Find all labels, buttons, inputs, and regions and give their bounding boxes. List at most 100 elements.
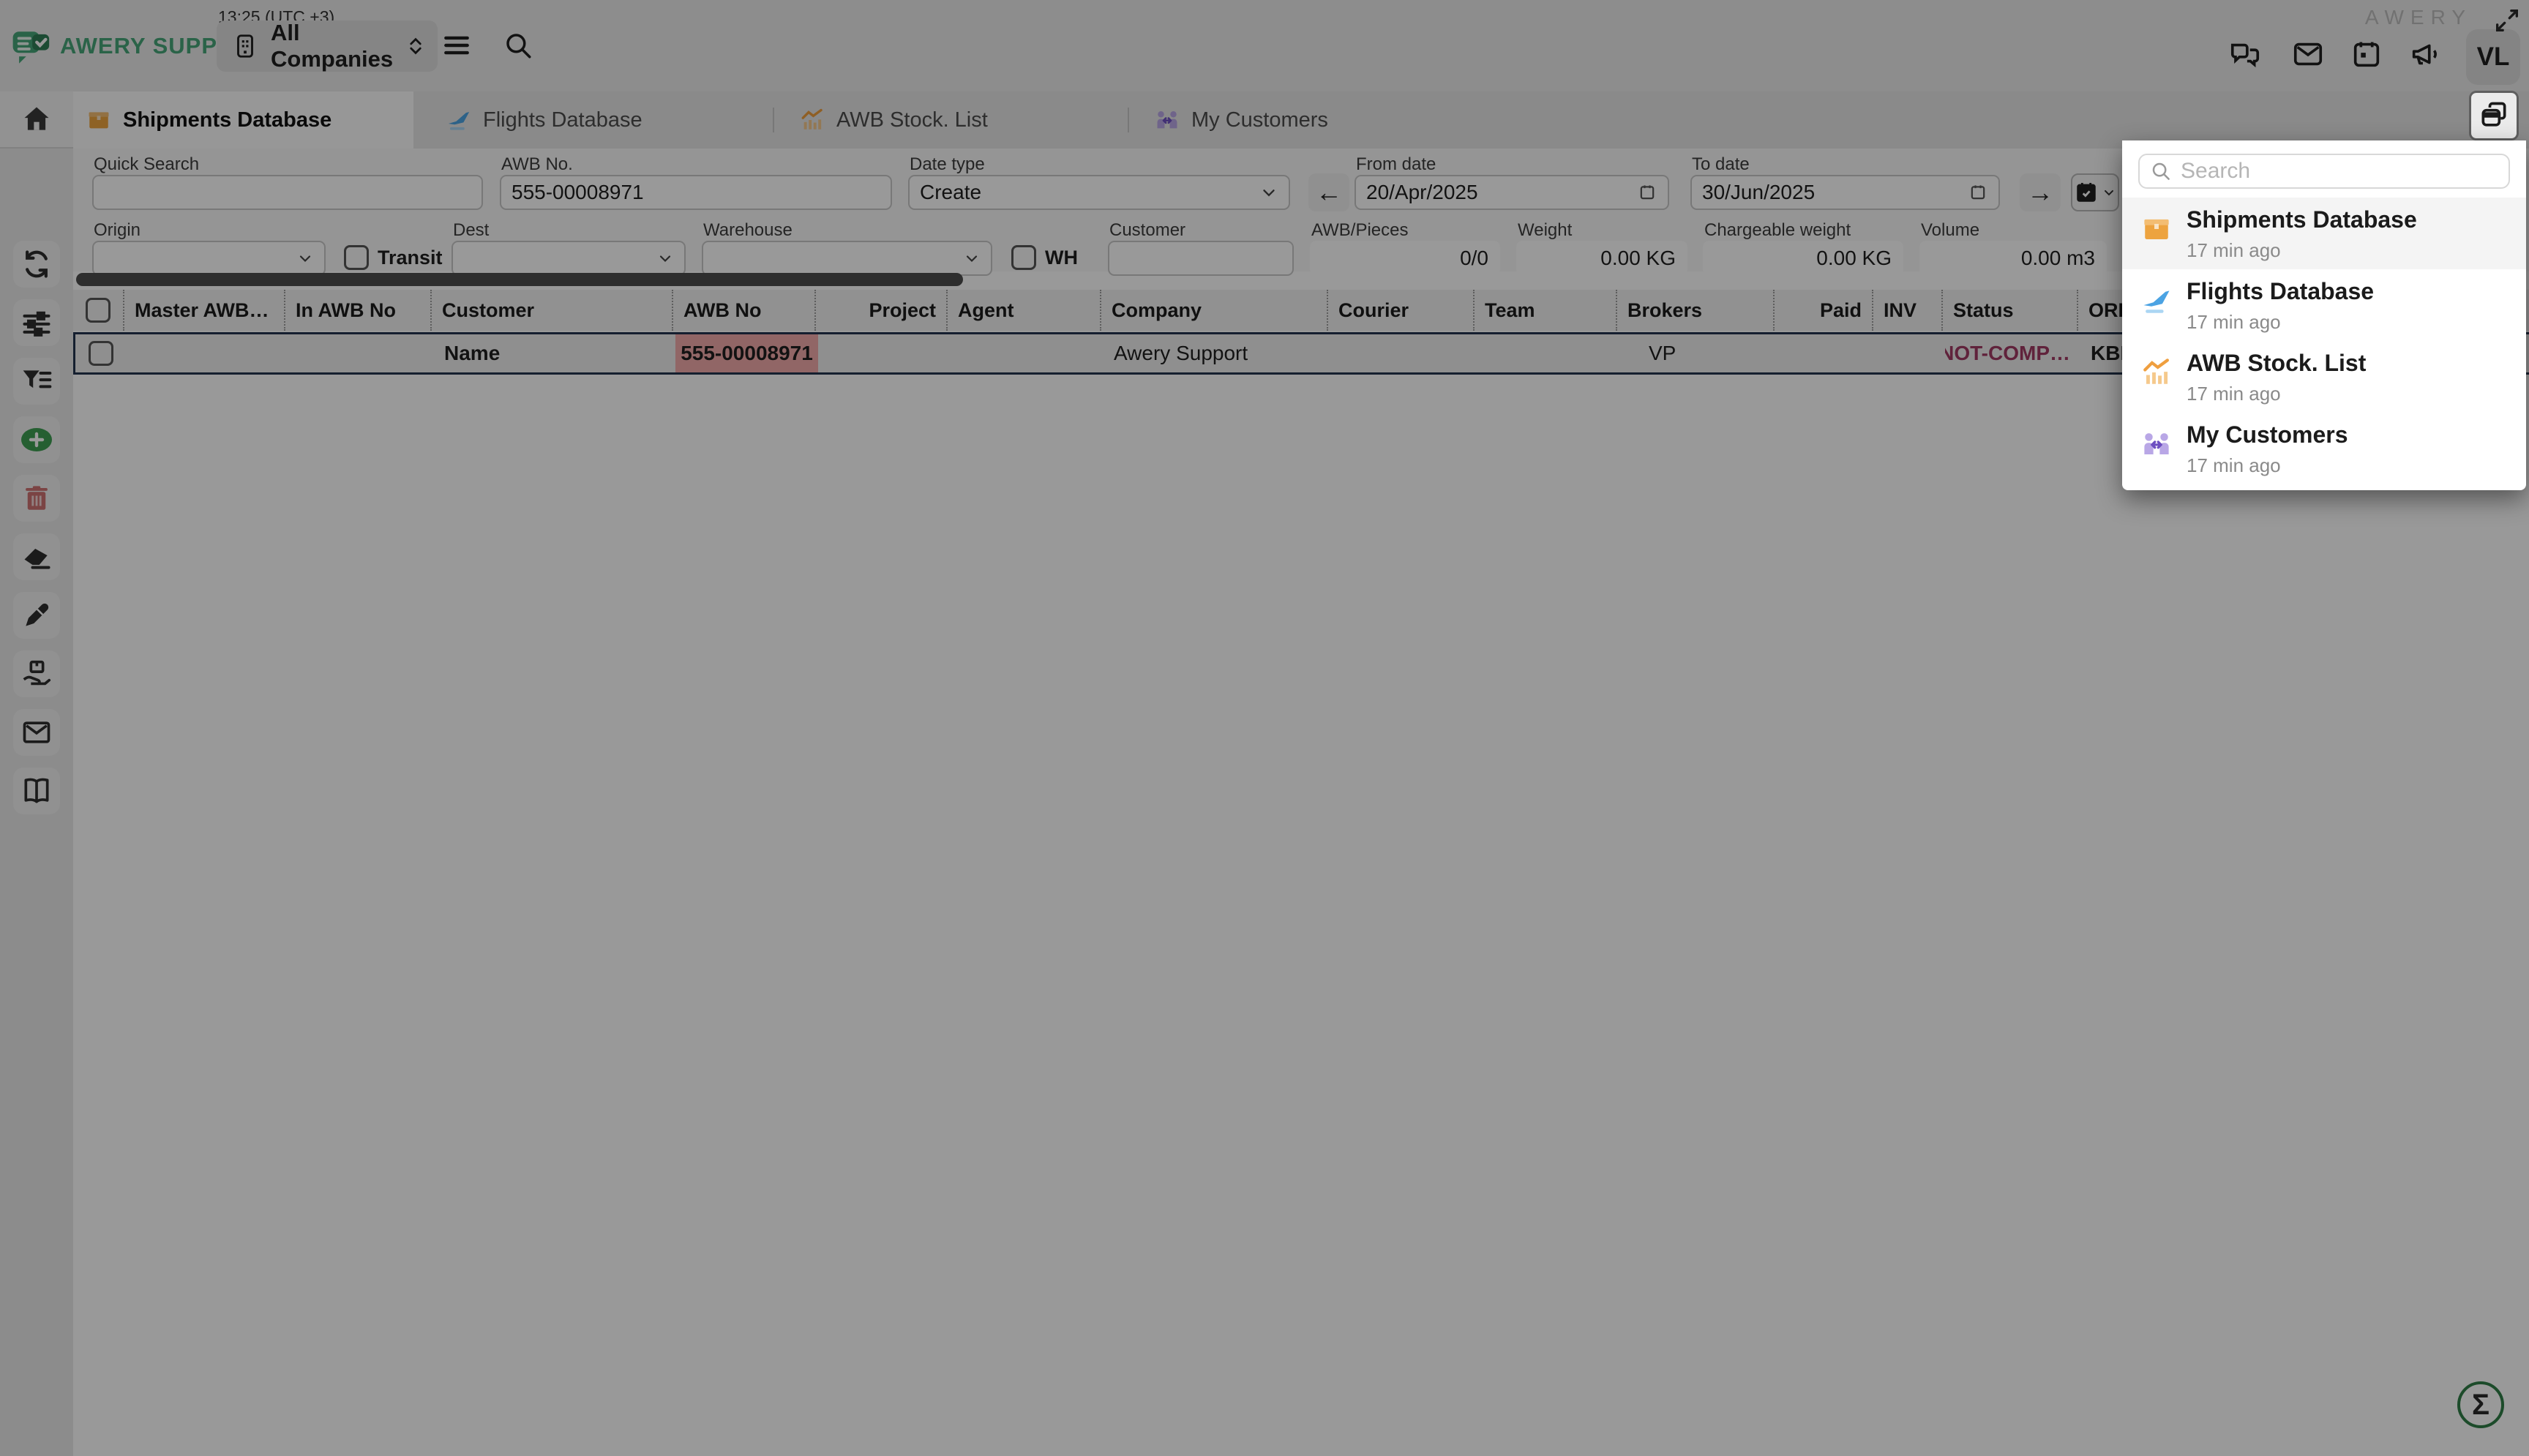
search-icon [2150, 160, 2172, 182]
col-project[interactable]: Project [816, 290, 948, 331]
dest-label: Dest [453, 220, 490, 240]
popup-search-field[interactable] [2138, 154, 2510, 189]
col-courier[interactable]: Courier [1328, 290, 1475, 331]
cell-company: Awery Support [1114, 342, 1248, 364]
wh-label: WH [1045, 246, 1078, 269]
popup-item-time: 17 min ago [2187, 383, 2281, 405]
col-company[interactable]: Company [1101, 290, 1328, 331]
col-master-awb[interactable]: Master AWB… [124, 290, 285, 331]
tab-my-customers[interactable]: My Customers [1142, 91, 1390, 149]
popup-item-awb-stock-list[interactable]: AWB Stock. List 17 min ago [2122, 341, 2526, 413]
cell-awb-no: 555-00008971 [675, 334, 818, 372]
chevron-down-icon [296, 249, 314, 267]
table-header: Master AWB… In AWB No Customer AWB No Pr… [73, 290, 2529, 331]
open-tabs-button[interactable] [2469, 91, 2519, 140]
tab-awb-stock-list[interactable]: AWB Stock. List [787, 91, 1050, 149]
col-agent[interactable]: Agent [948, 290, 1101, 331]
filter-list-icon [20, 365, 53, 397]
col-inv[interactable]: INV [1873, 290, 1943, 331]
quick-search-input[interactable] [92, 175, 483, 210]
filter-button[interactable] [13, 358, 60, 405]
popup-item-title: My Customers [2187, 421, 2348, 448]
warehouse-label: Warehouse [703, 220, 793, 240]
checkbox-icon [1011, 245, 1036, 270]
handover-button[interactable] [13, 650, 60, 697]
popup-search-input[interactable] [2181, 159, 2498, 184]
weight-label: Weight [1518, 220, 1573, 240]
popup-item-my-customers[interactable]: My Customers 17 min ago [2122, 413, 2526, 484]
window-stack-icon [2478, 100, 2510, 132]
shipment-box-icon [86, 108, 111, 132]
customer-input[interactable] [1108, 241, 1294, 276]
col-team[interactable]: Team [1475, 290, 1617, 331]
date-type-select[interactable]: Create [908, 175, 1290, 210]
awb-pieces-label: AWB/Pieces [1311, 220, 1409, 240]
date-presets-button[interactable] [2071, 173, 2119, 211]
edit-button[interactable] [13, 592, 60, 639]
col-customer[interactable]: Customer [432, 290, 673, 331]
docs-button[interactable] [13, 768, 60, 814]
to-date-label: To date [1692, 154, 1750, 174]
popup-item-flights-database[interactable]: Flights Database 17 min ago [2122, 269, 2526, 341]
checkbox-icon [344, 245, 369, 270]
add-icon [19, 422, 54, 457]
quick-search-label: Quick Search [94, 154, 200, 174]
from-date-value: 20/Apr/2025 [1366, 181, 1478, 203]
up-down-chevron-icon [405, 35, 427, 57]
add-button[interactable] [13, 416, 60, 463]
delete-button[interactable] [13, 475, 60, 522]
customer-label: Customer [1109, 220, 1186, 240]
hand-box-icon [20, 657, 53, 691]
checkbox-icon [89, 341, 113, 366]
settings-button[interactable] [13, 299, 60, 346]
row-checkbox[interactable] [75, 334, 127, 372]
tab-flights-database[interactable]: Flights Database [433, 91, 682, 149]
menu-icon[interactable] [436, 25, 477, 66]
from-date-input[interactable]: 20/Apr/2025 [1355, 175, 1669, 210]
shipment-box-icon [2141, 214, 2172, 244]
awb-pieces-value: 0/0 [1310, 241, 1500, 276]
awb-no-label: AWB No. [501, 154, 573, 174]
select-all-checkbox[interactable] [73, 290, 124, 331]
next-period-button[interactable]: → [2020, 173, 2061, 211]
summary-sigma-button[interactable]: Σ [2457, 1381, 2504, 1428]
awb-no-input[interactable] [500, 175, 892, 210]
tab-separator [1128, 108, 1129, 132]
global-search-icon[interactable] [498, 25, 539, 66]
tab-shipments-database[interactable]: Shipments Database [73, 91, 413, 149]
calendar-icon [1968, 182, 1988, 203]
sliders-icon [20, 307, 53, 339]
weight-value: 0.00 KG [1516, 241, 1687, 276]
scrollbar-thumb[interactable] [76, 273, 963, 286]
clear-button[interactable] [13, 533, 60, 580]
table-row[interactable]: Name 555-00008971 Awery Support VP NOT-C… [73, 332, 2529, 375]
col-awb-no[interactable]: AWB No [673, 290, 816, 331]
popup-item-title: AWB Stock. List [2187, 350, 2367, 376]
wh-checkbox[interactable]: WH [1011, 245, 1078, 270]
tab-separator [773, 108, 774, 132]
announcements-icon[interactable] [2405, 34, 2446, 75]
col-brokers[interactable]: Brokers [1617, 290, 1775, 331]
company-selector[interactable]: All Companies [217, 20, 438, 72]
flight-icon [2141, 285, 2172, 316]
prev-period-button[interactable]: ← [1308, 173, 1349, 211]
to-date-input[interactable]: 30/Jun/2025 [1690, 175, 2000, 210]
refresh-button[interactable] [13, 241, 60, 288]
fullscreen-expand-icon[interactable] [2492, 6, 2522, 35]
home-button[interactable] [0, 91, 73, 149]
popup-item-time: 17 min ago [2187, 454, 2281, 476]
user-avatar[interactable]: VL [2466, 29, 2520, 85]
calendar-icon[interactable] [2346, 34, 2387, 75]
col-status[interactable]: Status [1943, 290, 2078, 331]
col-paid[interactable]: Paid [1775, 290, 1873, 331]
email-button[interactable] [13, 709, 60, 756]
col-in-awb-no[interactable]: In AWB No [285, 290, 432, 331]
messages-icon[interactable] [2225, 34, 2266, 75]
inbox-mail-icon[interactable] [2288, 34, 2328, 75]
building-icon [231, 32, 259, 60]
popup-item-shipments-database[interactable]: Shipments Database 17 min ago [2122, 198, 2526, 269]
chevron-down-icon [656, 249, 674, 267]
transit-checkbox[interactable]: Transit [344, 245, 443, 270]
horizontal-scrollbar[interactable] [73, 272, 2529, 287]
